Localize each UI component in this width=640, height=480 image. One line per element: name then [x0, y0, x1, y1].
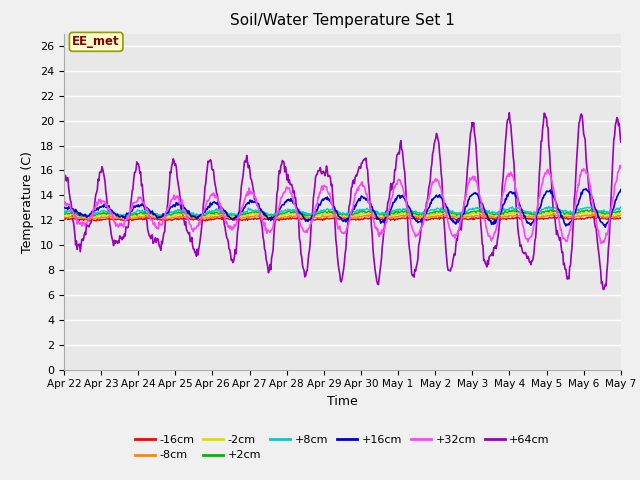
- +2cm: [128, 212, 136, 218]
- -2cm: [617, 211, 625, 217]
- +8cm: [60, 209, 68, 215]
- -8cm: [411, 214, 419, 219]
- +2cm: [70, 211, 78, 217]
- -2cm: [60, 213, 68, 218]
- +64cm: [184, 230, 192, 236]
- -8cm: [617, 212, 625, 218]
- Line: -8cm: -8cm: [64, 214, 621, 219]
- +16cm: [184, 210, 192, 216]
- +64cm: [60, 178, 68, 184]
- +16cm: [127, 208, 135, 214]
- Line: -2cm: -2cm: [64, 212, 621, 217]
- +16cm: [617, 187, 625, 192]
- +2cm: [122, 214, 130, 220]
- +64cm: [70, 224, 78, 229]
- +8cm: [411, 209, 419, 215]
- -8cm: [214, 214, 222, 219]
- -8cm: [127, 216, 135, 221]
- -16cm: [617, 216, 625, 221]
- -16cm: [214, 215, 222, 221]
- +8cm: [128, 211, 136, 216]
- +8cm: [617, 204, 625, 210]
- -2cm: [163, 215, 170, 220]
- -8cm: [60, 215, 68, 221]
- +16cm: [582, 186, 590, 192]
- +2cm: [617, 208, 625, 214]
- +2cm: [411, 210, 419, 216]
- -2cm: [428, 211, 435, 217]
- +32cm: [617, 165, 625, 170]
- +8cm: [214, 208, 222, 214]
- +2cm: [185, 211, 193, 216]
- +2cm: [428, 210, 435, 216]
- -16cm: [428, 216, 435, 221]
- +2cm: [60, 211, 68, 217]
- +8cm: [185, 208, 193, 214]
- +8cm: [79, 214, 87, 219]
- Line: +2cm: +2cm: [64, 210, 621, 217]
- Line: +32cm: +32cm: [64, 166, 621, 243]
- +64cm: [600, 287, 607, 292]
- +64cm: [506, 110, 513, 116]
- +16cm: [602, 224, 609, 230]
- +64cm: [127, 196, 135, 202]
- Line: +64cm: +64cm: [64, 113, 621, 289]
- -2cm: [411, 212, 419, 217]
- +16cm: [70, 208, 78, 214]
- -8cm: [428, 213, 435, 219]
- +16cm: [60, 204, 68, 210]
- -2cm: [214, 212, 222, 217]
- X-axis label: Time: Time: [327, 395, 358, 408]
- -2cm: [587, 209, 595, 215]
- -16cm: [60, 216, 68, 222]
- +32cm: [214, 195, 221, 201]
- +8cm: [428, 207, 435, 213]
- +32cm: [426, 191, 434, 196]
- -16cm: [594, 214, 602, 219]
- +16cm: [410, 215, 418, 221]
- Text: EE_met: EE_met: [72, 36, 120, 48]
- Line: +8cm: +8cm: [64, 206, 621, 216]
- +8cm: [70, 208, 78, 214]
- -2cm: [127, 213, 135, 218]
- -8cm: [70, 215, 78, 220]
- +32cm: [410, 229, 418, 235]
- +32cm: [597, 240, 605, 246]
- Line: +16cm: +16cm: [64, 189, 621, 227]
- +8cm: [545, 204, 552, 209]
- +64cm: [426, 177, 434, 183]
- +64cm: [214, 192, 221, 198]
- Legend: -16cm, -8cm, -2cm, +2cm, +8cm, +16cm, +32cm, +64cm: -16cm, -8cm, -2cm, +2cm, +8cm, +16cm, +3…: [131, 431, 554, 465]
- -2cm: [185, 212, 193, 218]
- -8cm: [185, 215, 193, 220]
- -16cm: [185, 215, 193, 221]
- +2cm: [547, 207, 555, 213]
- -2cm: [70, 212, 78, 217]
- +2cm: [214, 211, 222, 216]
- +32cm: [60, 200, 68, 206]
- -16cm: [411, 216, 419, 221]
- -16cm: [86, 218, 93, 224]
- +32cm: [616, 163, 624, 168]
- -8cm: [161, 216, 168, 222]
- Title: Soil/Water Temperature Set 1: Soil/Water Temperature Set 1: [230, 13, 455, 28]
- -8cm: [549, 211, 557, 217]
- -16cm: [70, 216, 78, 222]
- +16cm: [426, 201, 434, 206]
- +32cm: [70, 212, 78, 217]
- -16cm: [128, 217, 136, 223]
- +32cm: [184, 216, 192, 221]
- +64cm: [617, 139, 625, 145]
- +64cm: [410, 274, 418, 280]
- +32cm: [127, 204, 135, 210]
- Line: -16cm: -16cm: [64, 216, 621, 221]
- Y-axis label: Temperature (C): Temperature (C): [22, 151, 35, 252]
- +16cm: [214, 202, 221, 207]
